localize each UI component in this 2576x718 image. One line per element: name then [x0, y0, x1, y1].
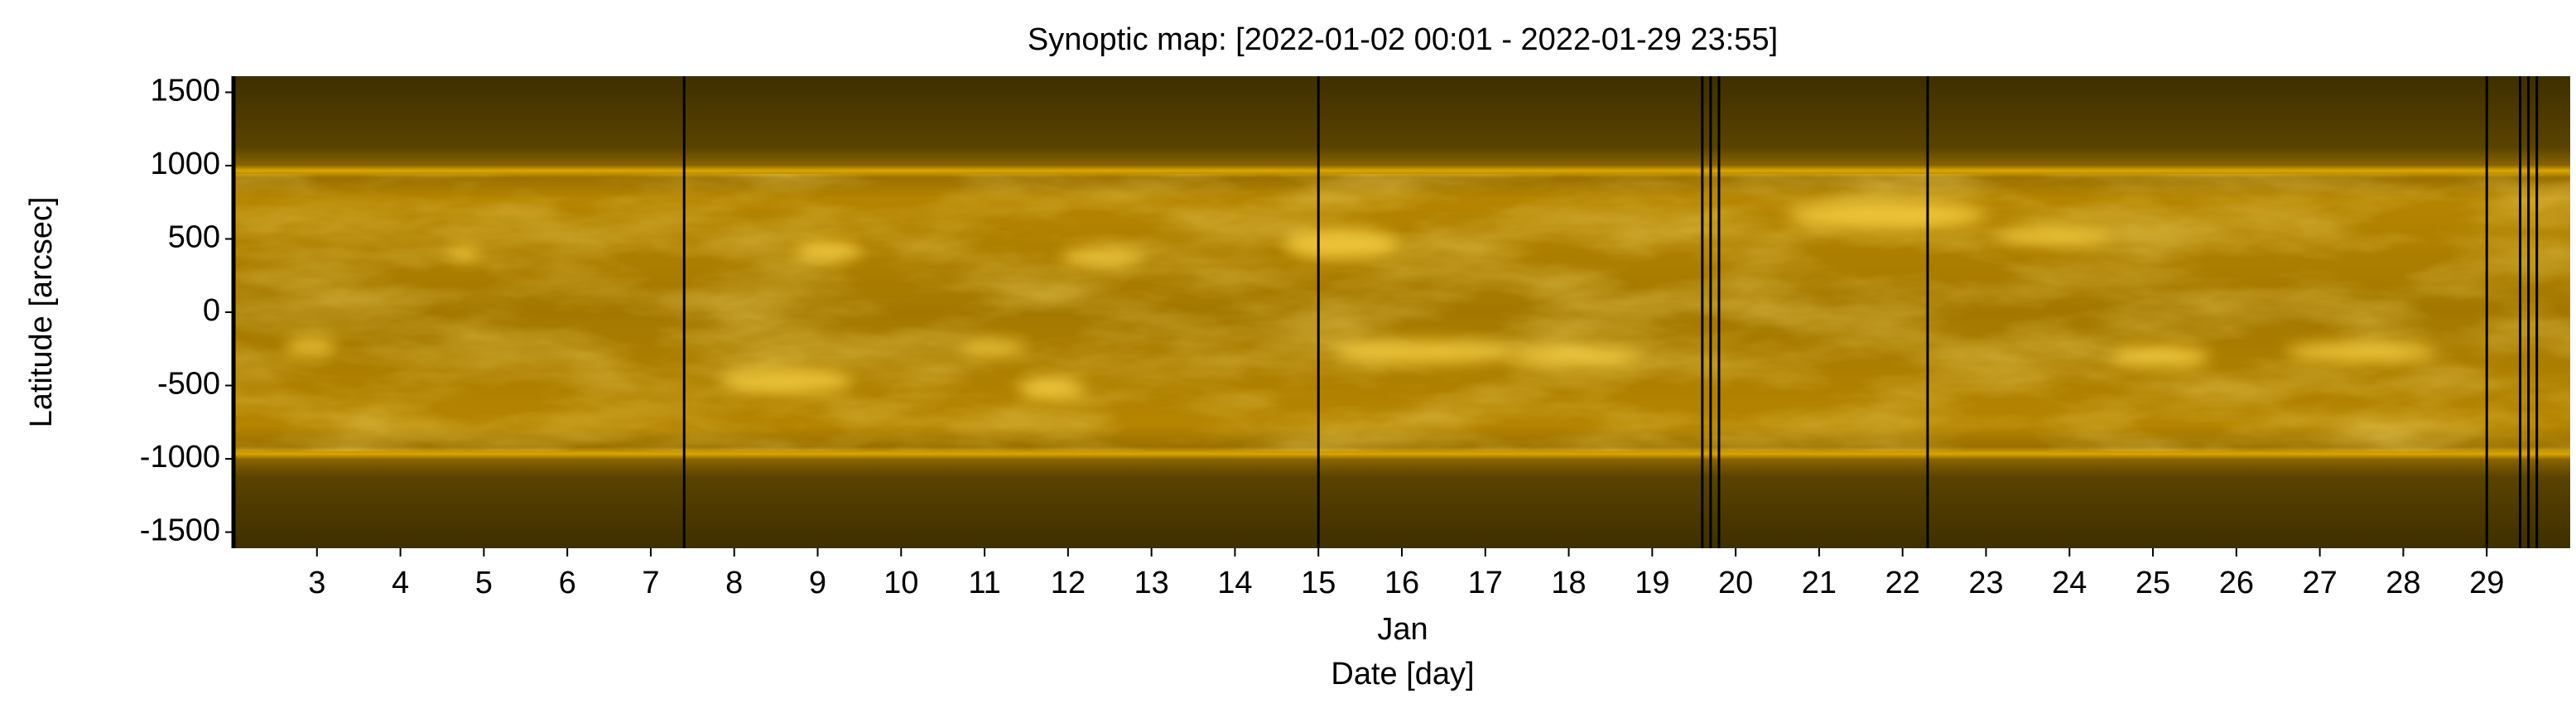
x-tick-label: 22 [1885, 566, 1920, 600]
x-tick-label: 4 [392, 566, 409, 600]
x-tick-label: 16 [1384, 566, 1419, 600]
y-tick-label: 0 [203, 293, 220, 328]
x-tick-label: 25 [2135, 566, 2170, 600]
x-tick-label: 3 [308, 566, 325, 600]
x-tick-label: 21 [1802, 566, 1837, 600]
x-tick-label: 23 [1968, 566, 2003, 600]
x-tick-label: 20 [1718, 566, 1753, 600]
y-axis-label: Latitude [arcsec] [24, 197, 59, 428]
data-gaps [682, 76, 2539, 548]
x-month-label: Jan [1377, 612, 1428, 647]
y-tick-label: 1000 [150, 147, 220, 181]
x-tick-label: 14 [1217, 566, 1252, 600]
x-tick-label: 24 [2052, 566, 2087, 600]
chart-title: Synoptic map: [2022-01-02 00:01 - 2022-0… [1028, 22, 1778, 57]
x-tick-label: 18 [1551, 566, 1586, 600]
x-axis-label: Date [day] [1331, 657, 1474, 691]
y-tick-label: 1500 [150, 74, 220, 108]
x-tick-label: 12 [1051, 566, 1086, 600]
y-tick-label: -500 [157, 367, 220, 402]
x-tick-label: 10 [884, 566, 918, 600]
x-tick-label: 29 [2469, 566, 2504, 600]
y-tick-label: -1000 [140, 440, 220, 475]
heatmap-texture [234, 174, 2570, 451]
x-tick-label: 7 [642, 566, 659, 600]
x-tick-label: 8 [725, 566, 743, 600]
bright-regions [286, 202, 2434, 399]
x-tick-label: 27 [2303, 566, 2338, 600]
x-tick-label: 17 [1468, 566, 1503, 600]
y-tick-label: 500 [168, 220, 220, 255]
x-tick-label: 13 [1134, 566, 1169, 600]
heatmap-image [234, 76, 2570, 548]
y-tick-label: -1500 [140, 513, 220, 548]
x-tick-label: 11 [968, 566, 1000, 600]
x-tick-label: 5 [475, 566, 493, 600]
x-tick-label: 19 [1635, 566, 1669, 600]
x-tick-label: 15 [1301, 566, 1336, 600]
x-tick-label: 26 [2219, 566, 2254, 600]
x-tick-label: 9 [809, 566, 826, 600]
x-tick-label: 28 [2386, 566, 2420, 600]
x-tick-label: 6 [559, 566, 576, 600]
